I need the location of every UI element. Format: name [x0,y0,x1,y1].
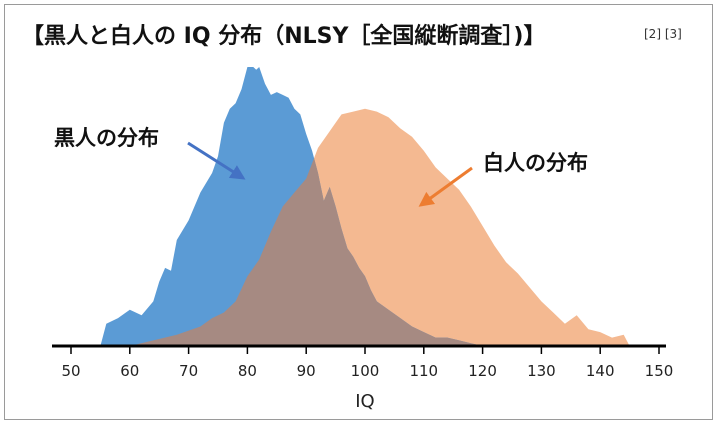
x-tick-label: 110 [409,362,438,380]
x-tick-label: 120 [468,362,497,380]
x-axis-label: IQ [355,391,374,412]
white-distribution-arrow [418,166,473,207]
x-axis-ticks: 50 60 70 80 90 100 110 120 130 140 150 [61,346,673,380]
x-tick-label: 100 [351,362,380,380]
x-tick-label: 60 [120,362,139,380]
reference-links[interactable]: [2] [3] [644,27,682,41]
x-tick-label: 50 [61,362,80,380]
black-distribution-arrow [187,141,246,180]
white-distribution-label: 白人の分布 [483,151,588,175]
x-tick-label: 80 [238,362,257,380]
x-tick-label: 70 [179,362,198,380]
x-tick-label: 150 [645,362,674,380]
x-tick-label: 140 [586,362,615,380]
x-tick-label: 130 [527,362,556,380]
x-tick-label: 90 [297,362,316,380]
black-distribution-label: 黒人の分布 [54,126,159,150]
chart-title: 【黒人と白人の IQ 分布（NLSY［全国縦断調査］)】 [22,24,546,49]
